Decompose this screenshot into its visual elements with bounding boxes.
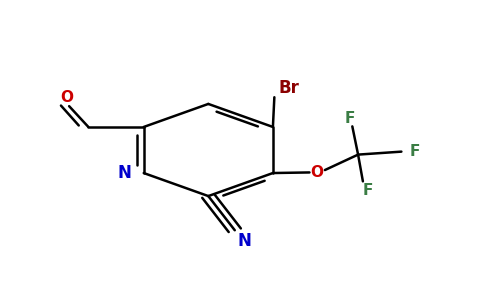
Text: F: F [409,144,420,159]
Text: O: O [60,90,73,105]
Text: O: O [311,165,324,180]
Text: N: N [118,164,132,182]
Text: Br: Br [278,79,299,97]
Text: N: N [238,232,251,250]
Text: F: F [363,183,373,198]
Text: F: F [345,110,355,125]
